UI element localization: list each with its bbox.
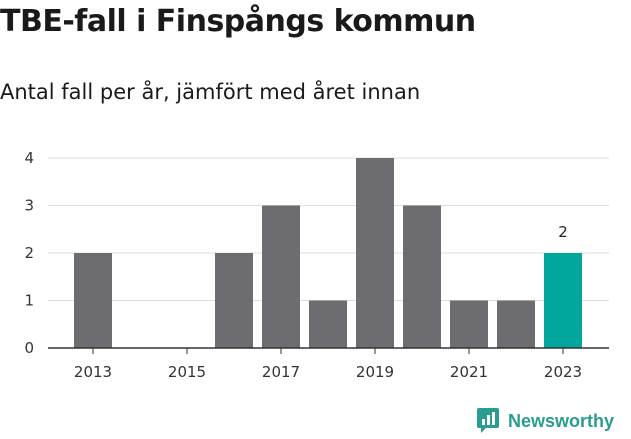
y-tick-label: 4 <box>24 149 34 167</box>
x-tick-label: 2023 <box>544 363 582 381</box>
bar <box>544 253 582 348</box>
data-label: 2 <box>558 223 568 241</box>
bar <box>74 253 112 348</box>
bar <box>497 300 535 348</box>
bar <box>403 205 441 348</box>
brand-logo: Newsworthy <box>476 407 614 435</box>
y-tick-label: 0 <box>24 339 34 357</box>
x-tick-label: 2021 <box>450 363 488 381</box>
y-tick-label: 1 <box>24 292 34 310</box>
chart-subtitle: Antal fall per år, jämfört med året inna… <box>0 80 421 104</box>
brand-name: Newsworthy <box>508 410 615 431</box>
x-tick-label: 2013 <box>74 363 112 381</box>
bar <box>450 300 488 348</box>
x-tick-label: 2017 <box>262 363 300 381</box>
x-tick-label: 2019 <box>356 363 394 381</box>
x-tick-label: 2015 <box>168 363 206 381</box>
y-tick-label: 2 <box>24 244 34 262</box>
bar <box>309 300 347 348</box>
bar <box>215 253 253 348</box>
chart-title: TBE-fall i Finspångs kommun <box>0 4 476 39</box>
y-tick-label: 3 <box>24 197 34 215</box>
bar <box>262 205 300 348</box>
bar <box>356 158 394 348</box>
newsworthy-logo-icon <box>477 408 499 433</box>
